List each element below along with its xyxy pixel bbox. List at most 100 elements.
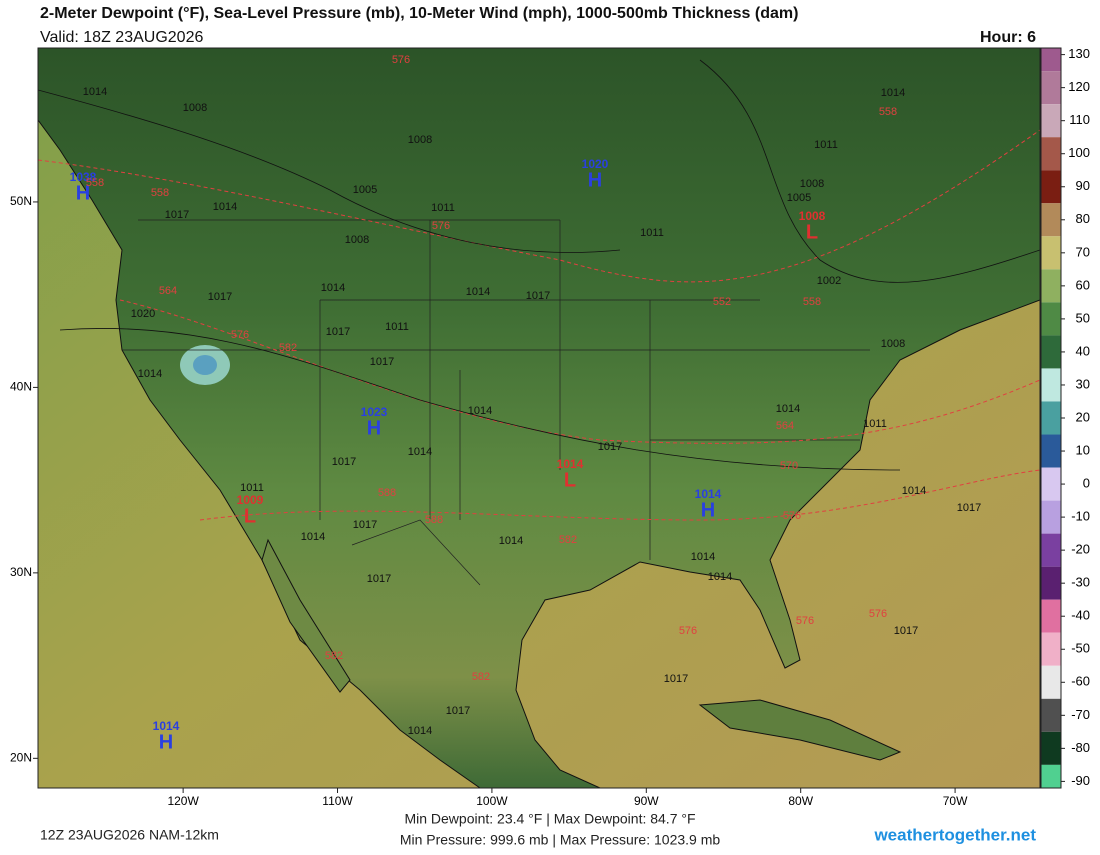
isobar-label: 1011 xyxy=(863,418,887,430)
colorbar-cell xyxy=(1041,137,1061,171)
isobar-label: 1008 xyxy=(183,102,207,114)
y-tick-label: 50N xyxy=(10,194,32,208)
x-tick-label: 90W xyxy=(634,794,659,808)
isobar-label: 1014 xyxy=(301,531,325,543)
thickness-label: 588 xyxy=(378,487,396,499)
isobar-label: 1014 xyxy=(708,571,732,583)
thickness-label: 576 xyxy=(392,54,410,66)
colorbar-tick-label: 10 xyxy=(1076,442,1090,457)
x-tick-label: 70W xyxy=(943,794,968,808)
isobar-label: 1014 xyxy=(691,551,715,563)
center-symbol: H xyxy=(367,417,381,439)
isobar-label: 1017 xyxy=(370,356,394,368)
colorbar-tick-label: 120 xyxy=(1068,79,1090,94)
center-symbol: H xyxy=(588,169,602,191)
colorbar-tick-label: -20 xyxy=(1071,542,1090,557)
x-tick-label: 100W xyxy=(476,794,508,808)
thickness-contours xyxy=(38,129,1040,521)
isobar-label: 1017 xyxy=(208,291,232,303)
thickness-label: 582 xyxy=(325,650,343,662)
center-pressure: 1014 xyxy=(557,457,584,471)
center-pressure: 1014 xyxy=(153,719,180,733)
isobar-label: 1011 xyxy=(640,227,664,239)
isobar-label: 1008 xyxy=(408,134,432,146)
isobar-label: 1014 xyxy=(138,368,162,380)
colorbar-tick-label: 110 xyxy=(1069,112,1090,127)
colorbar-tick-label: 100 xyxy=(1068,145,1090,160)
isobar-label: 1017 xyxy=(957,502,981,514)
thickness-label: 576 xyxy=(783,510,801,522)
colorbar-cell xyxy=(1041,731,1061,765)
y-tick-label: 20N xyxy=(10,750,32,764)
isobar-label: 1014 xyxy=(881,87,905,99)
colorbar-cell xyxy=(1041,764,1061,788)
isobar-label: 1014 xyxy=(902,485,926,497)
thickness-label: 582 xyxy=(559,534,577,546)
thickness-label: 576 xyxy=(231,329,249,341)
isobar-label: 1014 xyxy=(499,535,523,547)
colorbar-cell xyxy=(1041,599,1061,633)
center-symbol: L xyxy=(806,221,818,243)
dewpoint-range: Min Dewpoint: 23.4 °F | Max Dewpoint: 84… xyxy=(404,811,695,827)
colorbar-tick-label: 50 xyxy=(1076,310,1090,325)
colorbar-frame xyxy=(1040,47,1062,789)
center-pressure: 1020 xyxy=(582,157,609,171)
colorbar-tick-label: 80 xyxy=(1076,211,1090,226)
isobar-label: 1011 xyxy=(431,202,455,214)
colorbar-tick-label: 20 xyxy=(1076,409,1090,424)
colorbar-tick-label: 130 xyxy=(1068,46,1090,61)
isobar-label: 1008 xyxy=(345,234,369,246)
thickness-label: 564 xyxy=(159,285,177,297)
isobar-label: 1014 xyxy=(408,725,432,737)
colorbar-tick-label: -60 xyxy=(1071,674,1090,689)
map-frame xyxy=(37,47,1041,789)
colorbar-cell xyxy=(1041,302,1061,336)
isobar-label: 1005 xyxy=(353,184,377,196)
isobar-label: 1017 xyxy=(332,456,356,468)
pressure-range: Min Pressure: 999.6 mb | Max Pressure: 1… xyxy=(400,832,721,848)
colorbar-cell xyxy=(1041,368,1061,402)
colorbar-cell xyxy=(1041,500,1061,534)
colorbar-tick-label: -50 xyxy=(1071,641,1090,656)
colorbar-cell xyxy=(1041,335,1061,369)
isobar-label: 1017 xyxy=(526,290,550,302)
x-tick-label: 120W xyxy=(167,794,199,808)
center-symbol: H xyxy=(76,182,90,204)
isobar-label: 1017 xyxy=(165,209,189,221)
isobar-label: 1014 xyxy=(213,201,237,213)
colorbar-cell xyxy=(1041,401,1061,435)
isobar-label: 1017 xyxy=(326,326,350,338)
isobar-label: 1002 xyxy=(817,275,841,287)
thickness-label: 558 xyxy=(151,187,169,199)
isobar-label: 1005 xyxy=(787,192,811,204)
dry-area xyxy=(193,355,217,375)
colorbar-tick-label: 0 xyxy=(1083,476,1090,491)
title: 2-Meter Dewpoint (°F), Sea-Level Pressur… xyxy=(40,5,798,22)
center-symbol: H xyxy=(701,499,715,521)
colorbar-cell xyxy=(1041,269,1061,303)
colorbar-tick-label: 30 xyxy=(1076,376,1090,391)
y-tick-label: 30N xyxy=(10,565,32,579)
thickness-label: 552 xyxy=(713,296,731,308)
colorbar-cell xyxy=(1041,170,1061,204)
colorbar-cell xyxy=(1041,566,1061,600)
colorbar-cell xyxy=(1041,236,1061,270)
borders xyxy=(122,219,870,586)
colorbar-cell xyxy=(1041,434,1061,468)
colorbar-tick-label: 90 xyxy=(1076,178,1090,193)
thickness-label: 576 xyxy=(432,220,450,232)
colorbar-cell xyxy=(1041,104,1061,138)
site-link[interactable]: weathertogether.net xyxy=(873,825,1036,844)
colorbar-cell xyxy=(1041,467,1061,501)
x-tick-label: 80W xyxy=(788,794,813,808)
isobar-label: 1014 xyxy=(468,405,492,417)
colorbar-cell xyxy=(1041,71,1061,105)
thickness-label: 588 xyxy=(425,514,443,526)
isobar-label: 1014 xyxy=(321,282,345,294)
isobar-label: 1011 xyxy=(240,482,264,494)
isobar-label: 1017 xyxy=(367,573,391,585)
thickness-label: 582 xyxy=(279,342,297,354)
colorbar-tick-label: -40 xyxy=(1071,608,1090,623)
